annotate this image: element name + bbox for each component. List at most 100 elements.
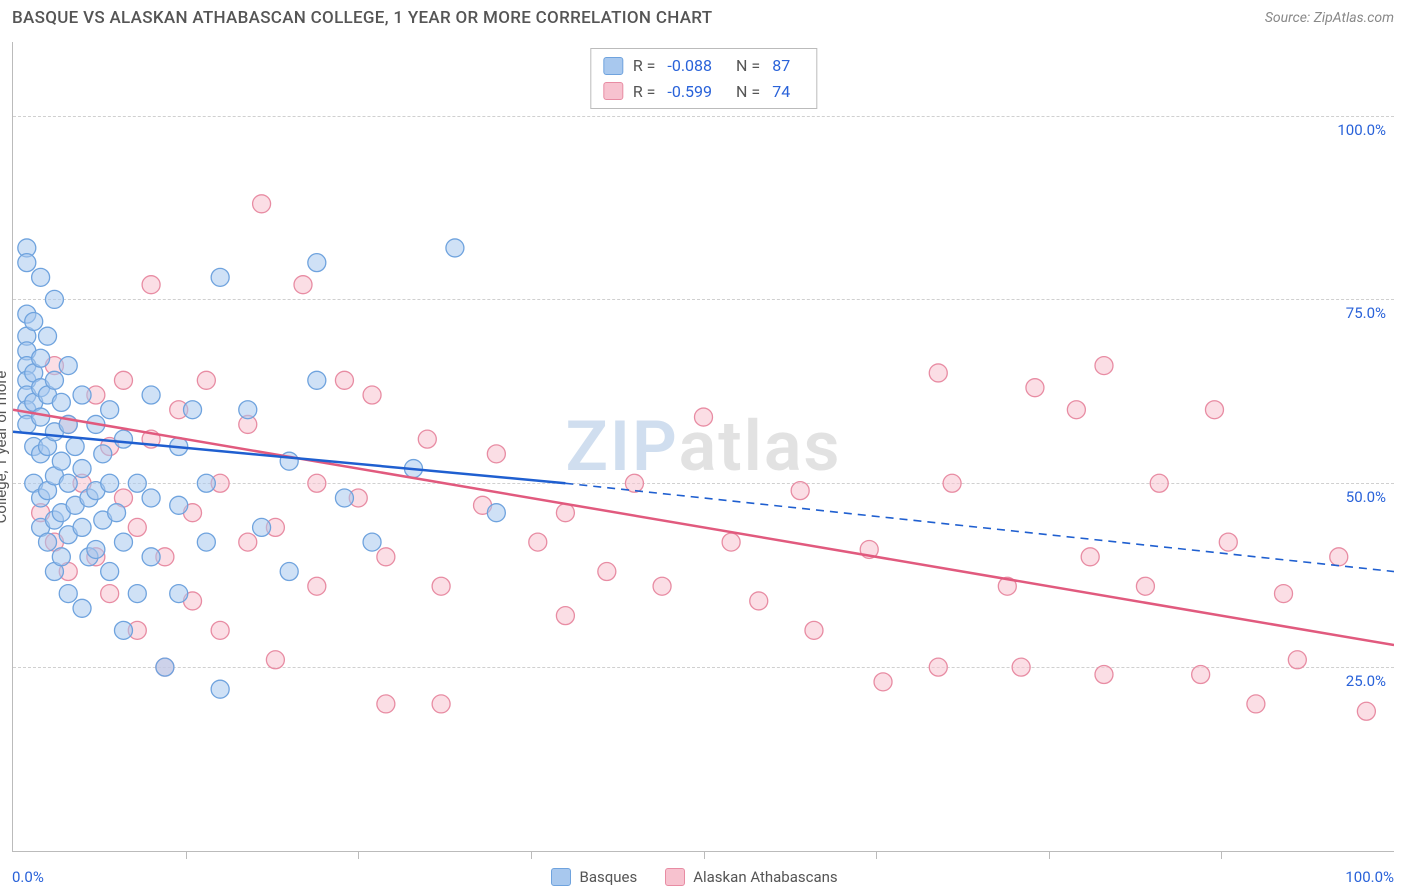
point-series-b	[1192, 665, 1210, 683]
point-series-a	[335, 489, 353, 507]
point-series-b	[253, 195, 271, 213]
legend-row: R =-0.599 N =74	[603, 79, 804, 105]
point-series-a	[73, 599, 91, 617]
point-series-a	[142, 386, 160, 404]
point-series-a	[446, 239, 464, 257]
point-series-a	[101, 401, 119, 419]
point-series-a	[52, 452, 70, 470]
point-series-b	[943, 474, 961, 492]
point-series-a	[280, 563, 298, 581]
legend-label: Alaskan Athabascans	[693, 868, 837, 886]
x-tick	[876, 851, 877, 859]
x-tick	[531, 851, 532, 859]
point-series-b	[432, 577, 450, 595]
x-axis-max-label: 100.0%	[1345, 868, 1394, 886]
series-legend: Basques Alaskan Athabascans	[551, 868, 837, 886]
legend-item: Basques	[551, 868, 637, 886]
point-series-a	[32, 268, 50, 286]
x-tick	[1049, 851, 1050, 859]
point-series-b	[239, 533, 257, 551]
point-series-a	[211, 680, 229, 698]
chart-area: College, 1 year or more R =-0.088 N =87 …	[12, 42, 1394, 852]
point-series-a	[101, 563, 119, 581]
point-series-a	[39, 533, 57, 551]
point-series-a	[142, 489, 160, 507]
point-series-b	[211, 621, 229, 639]
point-series-a	[128, 585, 146, 603]
point-series-a	[101, 474, 119, 492]
point-series-b	[1205, 401, 1223, 419]
point-series-b	[1136, 577, 1154, 595]
point-series-b	[335, 371, 353, 389]
point-series-a	[170, 585, 188, 603]
point-series-b	[266, 651, 284, 669]
x-tick	[1221, 851, 1222, 859]
point-series-b	[750, 592, 768, 610]
point-series-a	[25, 312, 43, 330]
x-axis: 0.0% Basques Alaskan Athabascans 100.0%	[12, 868, 1394, 886]
point-series-a	[94, 445, 112, 463]
point-series-a	[59, 585, 77, 603]
point-series-b	[308, 577, 326, 595]
x-axis-min-label: 0.0%	[12, 868, 44, 886]
point-series-b	[363, 386, 381, 404]
point-series-b	[1067, 401, 1085, 419]
plot-area: 25.0%50.0%75.0%100.0%	[13, 42, 1394, 851]
point-series-a	[59, 474, 77, 492]
point-series-b	[377, 548, 395, 566]
point-series-a	[156, 658, 174, 676]
point-series-b	[695, 408, 713, 426]
point-series-b	[929, 364, 947, 382]
point-series-a	[363, 533, 381, 551]
point-series-b	[1095, 665, 1113, 683]
trendline-series-a-extrapolated	[565, 483, 1394, 571]
point-series-a	[114, 430, 132, 448]
point-series-b	[1150, 474, 1168, 492]
point-series-a	[45, 371, 63, 389]
legend-label: Basques	[579, 868, 637, 886]
point-series-a	[114, 621, 132, 639]
point-series-b	[418, 430, 436, 448]
point-series-b	[1026, 379, 1044, 397]
point-series-b	[1357, 702, 1375, 720]
source-attribution: Source: ZipAtlas.com	[1265, 10, 1394, 26]
y-axis-label: College, 1 year or more	[0, 370, 10, 523]
x-tick	[186, 851, 187, 859]
point-series-b	[1247, 695, 1265, 713]
point-series-a	[73, 518, 91, 536]
x-tick	[358, 851, 359, 859]
chart-title: BASQUE VS ALASKAN ATHABASCAN COLLEGE, 1 …	[12, 8, 712, 28]
legend-swatch-icon	[551, 868, 571, 886]
point-series-b	[1330, 548, 1348, 566]
point-series-a	[32, 349, 50, 367]
point-series-b	[432, 695, 450, 713]
point-series-a	[114, 533, 132, 551]
point-series-b	[791, 482, 809, 500]
legend-swatch-icon	[603, 82, 623, 100]
point-series-b	[1275, 585, 1293, 603]
point-series-b	[487, 445, 505, 463]
point-series-a	[66, 438, 84, 456]
point-series-b	[197, 371, 215, 389]
correlation-legend: R =-0.088 N =87 R =-0.599 N =74	[590, 48, 817, 109]
point-series-b	[874, 673, 892, 691]
point-series-a	[18, 254, 36, 272]
point-series-b	[1012, 658, 1030, 676]
point-series-a	[59, 357, 77, 375]
point-series-a	[487, 504, 505, 522]
point-series-a	[52, 548, 70, 566]
point-series-b	[308, 474, 326, 492]
point-series-a	[197, 474, 215, 492]
point-series-b	[529, 533, 547, 551]
point-series-b	[598, 563, 616, 581]
point-series-b	[1081, 548, 1099, 566]
point-series-b	[142, 276, 160, 294]
point-series-b	[377, 695, 395, 713]
point-series-a	[108, 504, 126, 522]
point-series-b	[722, 533, 740, 551]
legend-item: Alaskan Athabascans	[665, 868, 837, 886]
legend-row: R =-0.088 N =87	[603, 53, 804, 79]
legend-swatch-icon	[665, 868, 685, 886]
point-series-b	[929, 658, 947, 676]
point-series-a	[32, 408, 50, 426]
